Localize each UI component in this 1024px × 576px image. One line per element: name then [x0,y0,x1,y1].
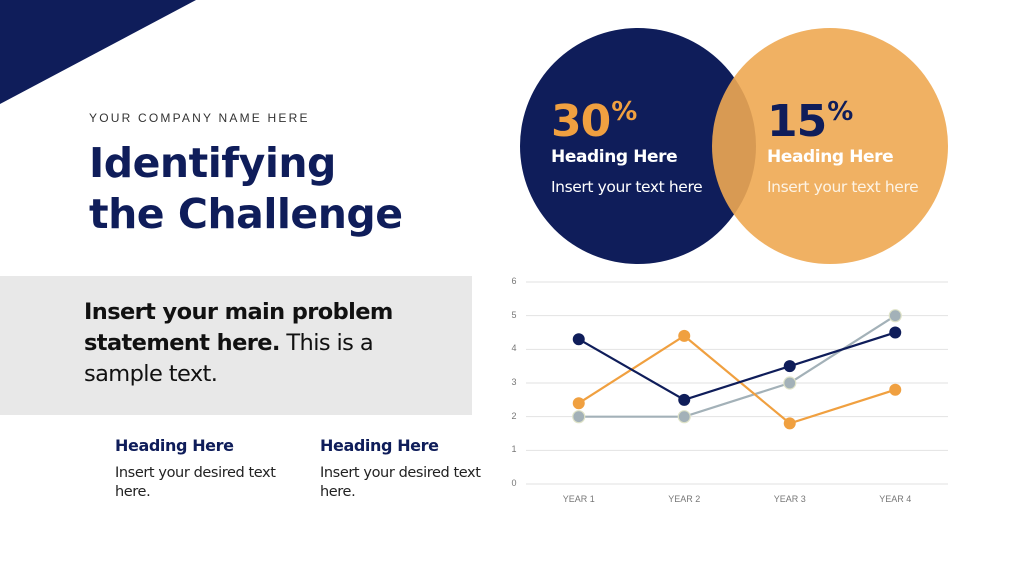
data-point-marker [572,410,586,424]
problem-panel [0,276,472,415]
stat-heading-1: Heading Here [551,147,678,167]
data-point-marker [572,397,585,410]
problem-bold: Insert your main problem statement here. [84,299,393,356]
problem-statement: Insert your main problem statement here.… [84,297,424,390]
series-line [578,331,896,402]
data-point-marker [572,333,585,346]
y-tick-label: 5 [511,309,517,320]
data-point-marker [889,326,902,339]
problem-normal: This is a sample text. [84,330,374,387]
column-text: Insert your desired text here. [320,465,481,500]
data-point-marker [888,309,902,323]
data-point-marker [678,393,691,406]
y-tick-label: 6 [511,276,517,286]
corner-decoration [0,0,196,104]
y-tick-label: 3 [511,377,517,387]
x-tick-label: YEAR 4 [879,494,912,504]
stat-circle-2 [712,28,948,264]
y-tick-label: 0 [511,478,517,488]
y-tick-label: 1 [511,444,517,455]
y-tick-label: 2 [511,410,517,421]
chart-plot [526,281,948,485]
data-point-marker [889,383,902,396]
column-heading: Heading Here [115,436,234,455]
stat-text-1: Insert your text here [551,178,703,196]
line-chart: 0 1 2 3 4 5 6 YEAR 1 YEAR 2 YEAR 3 YEAR 4 [500,270,960,515]
column-heading: Heading Here [320,436,439,455]
info-column-2: Heading Here Insert your desired text he… [320,435,490,502]
title-line-1: Identifying [89,139,336,187]
x-tick-label: YEAR 3 [773,494,806,504]
stat-heading-2: Heading Here [767,147,894,167]
info-column-1: Heading Here Insert your desired text he… [115,435,285,502]
company-name: YOUR COMPANY NAME HERE [89,111,310,125]
stat-value-1: 30% [551,96,637,147]
x-tick-label: YEAR 2 [668,494,701,504]
y-tick-label: 4 [511,343,517,354]
stat-text-2: Insert your text here [767,178,919,196]
data-point-marker [678,329,691,342]
data-point-marker [783,417,796,430]
title-line-2: the Challenge [89,190,403,238]
data-point-marker [677,410,691,424]
page-title: Identifying the Challenge [89,138,403,240]
x-tick-label: YEAR 1 [562,494,595,504]
data-point-marker [783,376,797,390]
data-point-marker [783,360,796,373]
stat-value-2: 15% [767,96,853,147]
column-text: Insert your desired text here. [115,465,276,500]
